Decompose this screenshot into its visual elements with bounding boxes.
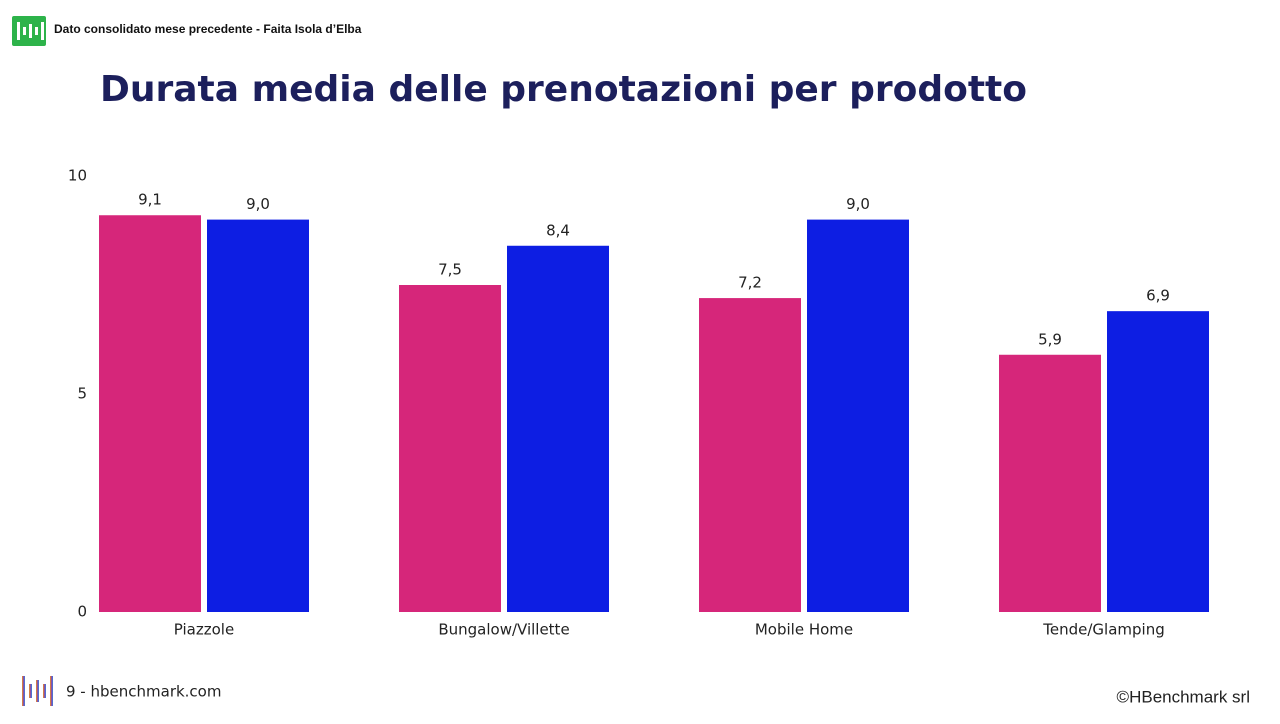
value-label: 9,0	[246, 195, 270, 213]
bar	[99, 215, 201, 613]
value-label: 8,4	[546, 221, 570, 239]
y-tick-label: 10	[68, 167, 87, 185]
value-label: 5,9	[1038, 330, 1062, 348]
x-tick-label: Mobile Home	[755, 621, 853, 639]
chart-title: Durata media delle prenotazioni per prod…	[100, 69, 1027, 110]
bar	[1107, 311, 1209, 612]
bar	[999, 354, 1101, 612]
x-tick-label: Piazzole	[174, 621, 234, 639]
footer-logo	[22, 676, 53, 706]
bar	[507, 245, 609, 612]
footer-copyright: ©HBenchmark srl	[1117, 687, 1250, 706]
value-label: 6,9	[1146, 287, 1170, 305]
value-label: 9,0	[846, 195, 870, 213]
value-label: 9,1	[138, 191, 162, 209]
header-text: Dato consolidato mese precedente - Faita…	[54, 22, 362, 36]
footer-page: 9 - hbenchmark.com	[66, 683, 221, 701]
y-tick-label: 0	[77, 603, 87, 621]
x-tick-label: Tende/Glamping	[1042, 621, 1164, 639]
x-tick-label: Bungalow/Villette	[438, 621, 569, 639]
bar	[207, 219, 309, 612]
header-logo	[12, 16, 46, 46]
bar	[807, 219, 909, 612]
bar	[399, 285, 501, 612]
value-label: 7,5	[438, 261, 462, 279]
y-tick-label: 5	[77, 385, 87, 403]
value-label: 7,2	[738, 274, 762, 292]
bar	[699, 298, 801, 612]
